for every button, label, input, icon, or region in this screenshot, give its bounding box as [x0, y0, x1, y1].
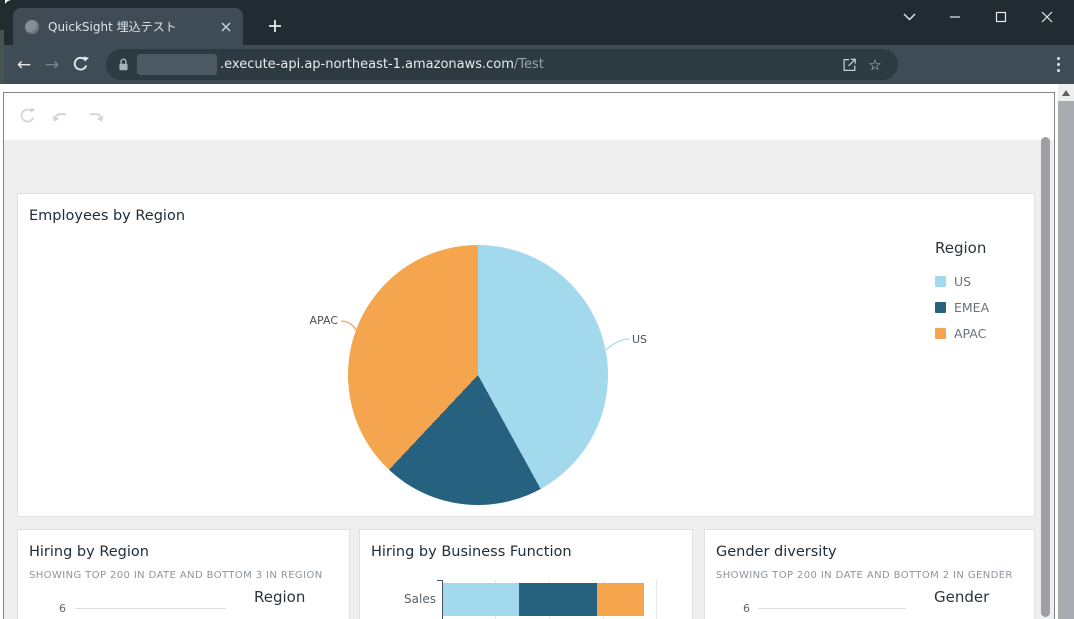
url-redaction-box: [137, 54, 217, 75]
card-gender-diversity: Gender diversity SHOWING TOP 200 IN DATE…: [704, 529, 1035, 619]
legend-title: Gender: [934, 588, 990, 606]
new-tab-button[interactable]: [262, 13, 288, 39]
card-title: Hiring by Business Function: [371, 544, 572, 560]
pie-chart[interactable]: [348, 245, 608, 505]
bar-segment[interactable]: [597, 583, 644, 616]
address-bar[interactable]: .execute-api.ap-northeast-1.amazonaws.co…: [106, 49, 898, 80]
stacked-bar-chart: SalesOperations: [360, 530, 692, 619]
share-icon[interactable]: [836, 57, 862, 73]
card-title: Employees by Region: [29, 208, 186, 224]
url-path: /Test: [513, 57, 544, 72]
bar-segment[interactable]: [519, 583, 597, 616]
legend-swatch: [935, 327, 946, 339]
category-label: Sales: [404, 592, 436, 606]
redo-icon[interactable]: [85, 110, 105, 123]
maximize-icon[interactable]: [986, 2, 1016, 32]
bar-segment[interactable]: [443, 583, 519, 616]
y-axis: [442, 580, 443, 619]
dashboard-canvas: Employees by Region APAC US Region US EME…: [4, 140, 1054, 619]
legend-item[interactable]: EMEA: [935, 294, 989, 320]
tab-close-icon[interactable]: [217, 18, 235, 36]
favicon-globe-icon: [25, 19, 39, 34]
forward-icon[interactable]: →: [44, 54, 60, 75]
desktop-wallpaper-sliver: [0, 0, 5, 86]
gridline: [656, 580, 657, 619]
browser-tab[interactable]: QuickSight 埋込テスト: [13, 8, 243, 45]
tab-search-chevron-icon[interactable]: [894, 2, 924, 32]
legend-label: EMEA: [954, 299, 990, 315]
undo-icon[interactable]: [51, 110, 71, 123]
pie-label-us: US: [632, 333, 648, 346]
lock-icon: [117, 57, 130, 72]
card-subtitle: SHOWING TOP 200 IN DATE AND BOTTOM 3 IN …: [29, 570, 323, 581]
legend-title: Region: [935, 239, 987, 257]
y-tick-label: 6: [743, 602, 750, 615]
browser-scrollbar-thumb[interactable]: [1058, 101, 1074, 619]
dashboard-scrollbar-thumb[interactable]: [1041, 137, 1050, 617]
card-subtitle: SHOWING TOP 200 IN DATE AND BOTTOM 2 IN …: [716, 570, 1013, 581]
bookmark-star-icon[interactable]: ☆: [868, 55, 882, 74]
card-hiring-by-region: Hiring by Region SHOWING TOP 200 IN DATE…: [17, 529, 350, 619]
card-employees-by-region: Employees by Region APAC US Region US EME…: [17, 193, 1035, 517]
pie-label-apac: APAC: [309, 314, 338, 327]
card-hiring-by-business-function: Hiring by Business Function SalesOperati…: [359, 529, 693, 619]
url-host: .execute-api.ap-northeast-1.amazonaws.co…: [220, 57, 514, 72]
legend-label: US: [954, 273, 972, 289]
legend-swatch: [935, 301, 946, 313]
embedded-dashboard-frame: Employees by Region APAC US Region US EME…: [3, 92, 1055, 619]
scrollbar-up-arrow-icon[interactable]: [1062, 90, 1070, 96]
legend-label: APAC: [954, 325, 987, 341]
legend-swatch: [935, 275, 946, 287]
gridline: [75, 608, 226, 609]
tab-title: QuickSight 埋込テスト: [48, 20, 177, 34]
browser-menu-icon[interactable]: [1057, 57, 1060, 72]
y-tick-label: 6: [59, 602, 66, 615]
window-controls: [894, 0, 1068, 34]
gridline: [758, 608, 906, 609]
legend: US EMEA APAC: [935, 268, 989, 346]
reload-icon[interactable]: [66, 56, 94, 73]
legend-item[interactable]: US: [935, 268, 989, 294]
bar-chart: 64: [705, 530, 1034, 619]
dashboard-toolbar: [4, 93, 1054, 140]
back-icon[interactable]: ←: [16, 54, 32, 75]
card-title: Gender diversity: [716, 544, 837, 560]
browser-scrollbar[interactable]: [1058, 84, 1074, 619]
legend-title: Region: [254, 588, 306, 606]
browser-titlebar: QuickSight 埋込テスト: [4, 0, 1074, 45]
window-close-icon[interactable]: [1032, 2, 1062, 32]
minimize-icon[interactable]: [940, 2, 970, 32]
legend-item[interactable]: APAC: [935, 320, 989, 346]
reset-icon[interactable]: [18, 107, 37, 126]
browser-toolbar: ← → .execute-api.ap-northeast-1.amazonaw…: [4, 45, 1074, 84]
axis-tick: [437, 580, 442, 581]
card-title: Hiring by Region: [29, 544, 149, 560]
bar-chart: 64: [18, 530, 349, 619]
